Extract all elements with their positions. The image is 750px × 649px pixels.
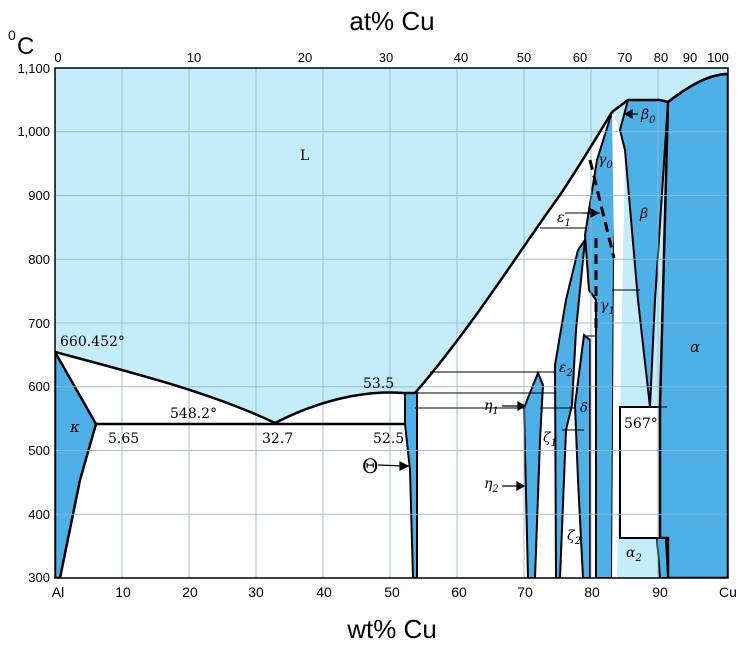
zeta1-label: ζ1	[543, 430, 557, 449]
top-tick-0: 0	[54, 50, 61, 65]
isotherms	[415, 212, 667, 539]
top-tick-50: 50	[517, 50, 531, 65]
epsilon1-label: ε1	[557, 210, 571, 229]
theta-top-label: 53.5	[363, 376, 394, 392]
eta-phase-region	[522, 370, 545, 578]
left-tick-700: 700	[28, 316, 50, 331]
bottom-tick-90: 90	[652, 584, 668, 600]
top-tick-40: 40	[454, 50, 468, 65]
eta2-label: η2	[484, 476, 499, 495]
left-tick-800: 800	[28, 252, 50, 267]
bottom-axis-ticks: Al 10 20 30 40 50 60 70 80 90 Cu	[52, 584, 737, 600]
kappa-label: κ	[69, 418, 80, 436]
left-tick-1100: 1,100	[17, 61, 50, 76]
bottom-tick-80: 80	[584, 584, 600, 600]
top-tick-20: 20	[298, 50, 312, 65]
bottom-tick-40: 40	[316, 584, 332, 600]
dashed-boundaries	[588, 159, 616, 330]
top-tick-90: 90	[683, 50, 697, 65]
top-tick-30: 30	[379, 50, 393, 65]
gamma0-label: γ0	[598, 152, 613, 171]
bottom-tick-10: 10	[115, 584, 131, 600]
bottom-tick-al: Al	[52, 584, 64, 600]
delta-label: δ	[580, 401, 588, 416]
top-tick-70: 70	[618, 50, 632, 65]
liquid-label: L	[300, 148, 309, 164]
bottom-tick-70: 70	[517, 584, 533, 600]
beta0-label: β0	[640, 107, 656, 126]
diagram-annotations: L 660.452° 548.2° 5.65 32.7 52.5 53.5 56…	[60, 107, 700, 564]
beta-eutectoid-label: 567°	[624, 416, 658, 432]
top-axis-ticks: 0 10 20 30 40 50 60 70 80 90 100	[54, 50, 728, 65]
zeta2-label: ζ2	[567, 528, 581, 547]
alpha2-region	[655, 537, 670, 578]
top-tick-100: 100	[707, 50, 729, 65]
gamma-beta-two-phase-region	[612, 112, 625, 578]
left-tick-600: 600	[28, 379, 50, 394]
kappa-region	[55, 349, 98, 578]
bottom-tick-20: 20	[182, 584, 198, 600]
alpha-label: α	[690, 338, 700, 356]
left-axis-ticks: 1,100 1,000 900 800 700 600 500 400 300	[17, 61, 50, 585]
gamma1-label: γ1	[600, 298, 615, 317]
plot-frame	[54, 67, 729, 579]
phase-boundaries	[55, 72, 728, 426]
left-tick-500: 500	[28, 443, 50, 458]
plot-area	[55, 68, 728, 578]
top-tick-10: 10	[187, 50, 201, 65]
bottom-tick-cu: Cu	[719, 584, 737, 600]
bottom-tick-30: 30	[248, 584, 264, 600]
epsilon2-label: ε2	[559, 360, 573, 379]
eta1-label: η1	[484, 398, 499, 417]
beta-label: β	[639, 206, 648, 222]
grid	[55, 68, 728, 578]
top-axis-title: at% Cu	[349, 6, 434, 36]
alpha2-label: α2	[626, 545, 642, 564]
zeta-epsilon-region	[553, 236, 587, 578]
top-tick-80: 80	[654, 50, 668, 65]
left-axis-unit: C	[17, 33, 34, 60]
left-tick-1000: 1,000	[17, 124, 50, 139]
bottom-tick-60: 60	[451, 584, 467, 600]
theta-label: Θ	[362, 454, 378, 478]
left-tick-900: 900	[28, 188, 50, 203]
left-axis-unit-sup: 0	[8, 27, 16, 43]
annotation-arrows	[377, 108, 638, 492]
eutectic-temp-label: 548.2°	[170, 406, 217, 422]
al-melting-label: 660.452°	[60, 334, 125, 350]
kappa-solubility-label: 5.65	[108, 431, 139, 447]
left-tick-400: 400	[28, 507, 50, 522]
eutectic-comp-label: 32.7	[262, 431, 293, 447]
top-tick-60: 60	[573, 50, 587, 65]
bottom-tick-50: 50	[384, 584, 400, 600]
alpha-region	[658, 72, 728, 578]
left-tick-300: 300	[28, 570, 50, 585]
delta-region	[573, 333, 591, 578]
al-side-two-phase-region	[55, 110, 615, 578]
bottom-axis-title: wt% Cu	[346, 614, 437, 644]
theta-left-label: 52.5	[373, 431, 404, 447]
